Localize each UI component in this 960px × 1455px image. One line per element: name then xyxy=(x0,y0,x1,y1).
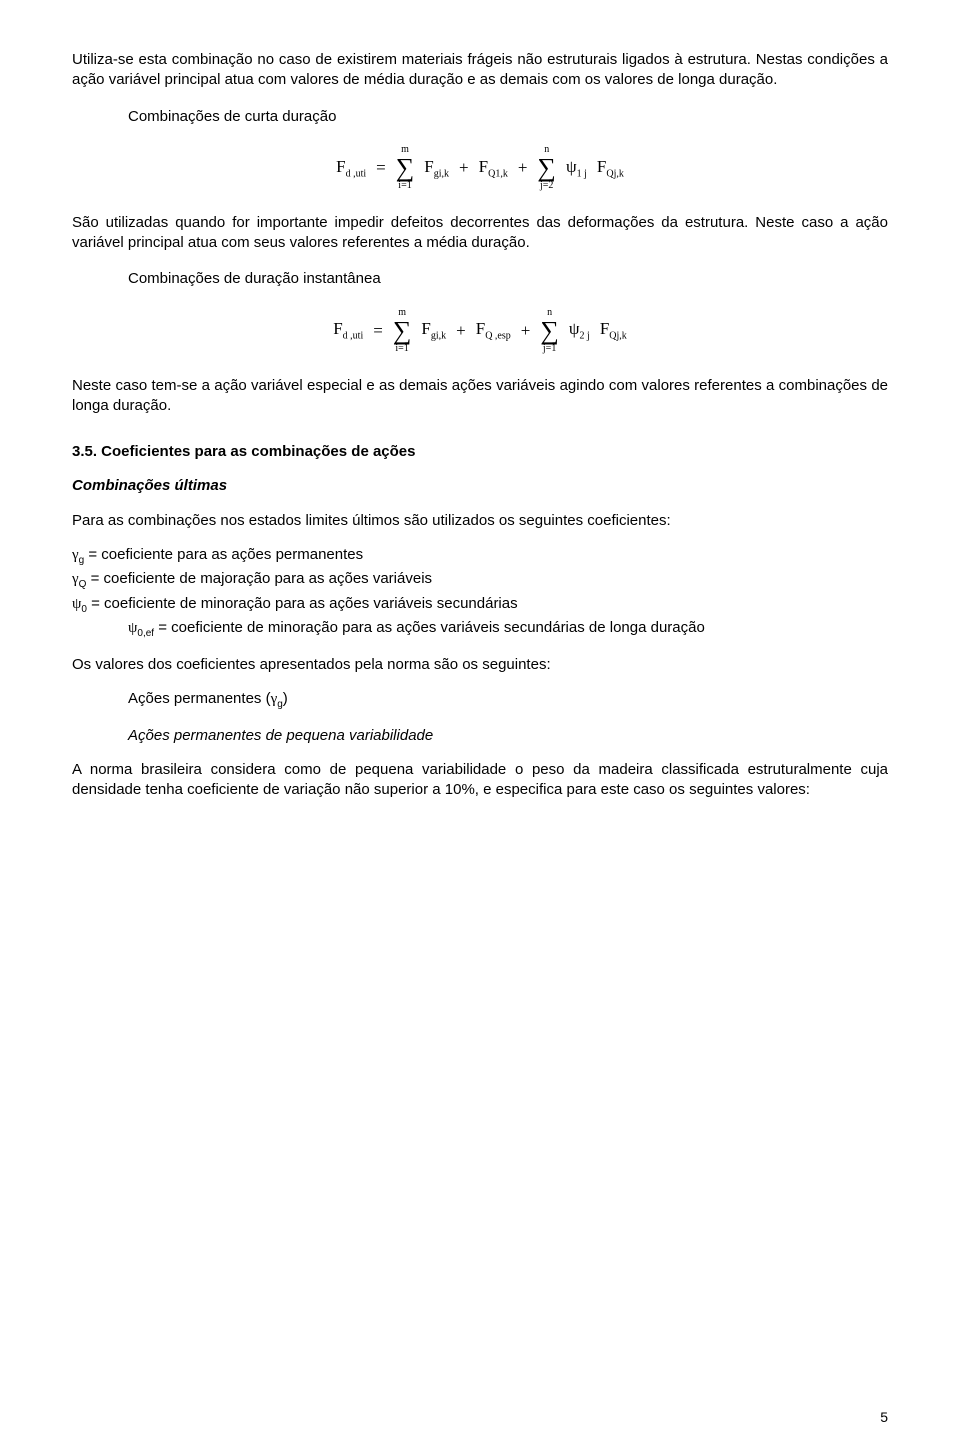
subhead-combinacoes-ultimas: Combinações últimas xyxy=(72,476,888,496)
summation-3: m ∑ i=1 xyxy=(393,308,412,354)
coefficient-list: γg = coeficiente para as ações permanent… xyxy=(72,545,888,641)
paragraph-norma: A norma brasileira considera como de peq… xyxy=(72,760,888,801)
page-number: 5 xyxy=(880,1409,888,1425)
subsection-title-instantanea: Combinações de duração instantânea xyxy=(128,269,888,289)
paragraph-coef-intro: Para as combinações nos estados limites … xyxy=(72,511,888,531)
paragraph-valores-intro: Os valores dos coeficientes apresentados… xyxy=(72,655,888,675)
summation-1: m ∑ i=1 xyxy=(396,145,415,191)
page: Utiliza-se esta combinação no caso de ex… xyxy=(0,0,960,1455)
paragraph-curta: São utilizadas quando for importante imp… xyxy=(72,213,888,254)
subsection-title-curta: Combinações de curta duração xyxy=(128,107,888,127)
summation-4: n ∑ j=1 xyxy=(540,308,559,354)
coef-psi-0: ψ0 = coeficiente de minoração para as aç… xyxy=(72,594,888,617)
line-acoes-permanentes: Ações permanentes (γg) xyxy=(128,689,888,712)
coef-gamma-q: γQ = coeficiente de majoração para as aç… xyxy=(72,569,888,592)
formula-curta-duracao: Fd ,uti = m ∑ i=1 Fgi,k + FQ1,k + n ∑ j=… xyxy=(72,145,888,191)
summation-2: n ∑ j=2 xyxy=(537,145,556,191)
formula-instantanea: Fd ,uti = m ∑ i=1 Fgi,k + FQ ,esp + n ∑ … xyxy=(72,308,888,354)
subhead-pequena-variabilidade: Ações permanentes de pequena variabilida… xyxy=(128,726,888,746)
coef-psi-0ef: ψ0,ef = coeficiente de minoração para as… xyxy=(72,618,888,641)
paragraph-intro: Utiliza-se esta combinação no caso de ex… xyxy=(72,50,888,91)
coef-gamma-g: γg = coeficiente para as ações permanent… xyxy=(72,545,888,568)
paragraph-instantanea: Neste caso tem-se a ação variável especi… xyxy=(72,376,888,417)
heading-3-5: 3.5. Coeficientes para as combinações de… xyxy=(72,442,888,462)
